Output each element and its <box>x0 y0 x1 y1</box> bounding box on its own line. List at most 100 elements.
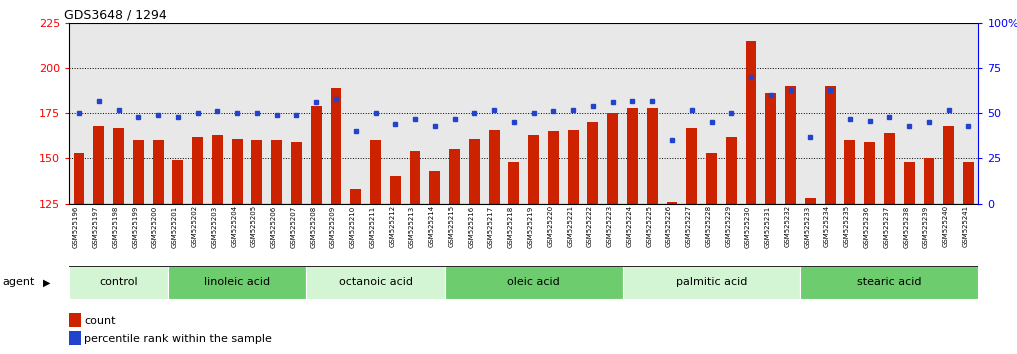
Text: GSM525222: GSM525222 <box>587 205 593 247</box>
Bar <box>133 140 143 204</box>
Text: GSM525198: GSM525198 <box>113 205 119 248</box>
Bar <box>804 198 816 204</box>
Bar <box>350 189 361 204</box>
Bar <box>647 108 658 204</box>
Text: GSM525224: GSM525224 <box>626 205 633 247</box>
Text: GSM525215: GSM525215 <box>448 205 455 247</box>
Text: GSM525213: GSM525213 <box>409 205 415 247</box>
Bar <box>825 86 836 204</box>
Bar <box>923 158 935 204</box>
Bar <box>73 153 84 204</box>
Text: GSM525226: GSM525226 <box>666 205 672 247</box>
Text: GSM525236: GSM525236 <box>863 205 870 247</box>
Bar <box>963 162 974 204</box>
Text: control: control <box>100 277 138 287</box>
Text: GSM525219: GSM525219 <box>528 205 534 247</box>
Text: percentile rank within the sample: percentile rank within the sample <box>84 334 273 344</box>
Text: octanoic acid: octanoic acid <box>339 277 413 287</box>
Bar <box>212 135 223 204</box>
Text: GSM525207: GSM525207 <box>291 205 297 247</box>
Bar <box>390 176 401 204</box>
Bar <box>450 149 460 204</box>
Text: GSM525199: GSM525199 <box>132 205 138 248</box>
Text: GSM525196: GSM525196 <box>73 205 79 248</box>
Bar <box>528 135 539 204</box>
Text: GSM525204: GSM525204 <box>231 205 237 247</box>
Bar <box>489 130 499 204</box>
Text: count: count <box>84 316 116 326</box>
Text: ▶: ▶ <box>43 277 50 287</box>
Text: GSM525234: GSM525234 <box>824 205 830 247</box>
Bar <box>706 153 717 204</box>
Text: GSM525210: GSM525210 <box>350 205 356 247</box>
Bar <box>622 266 800 299</box>
Bar <box>904 162 914 204</box>
Bar <box>272 140 282 204</box>
Text: GSM525223: GSM525223 <box>607 205 612 247</box>
Bar <box>168 266 306 299</box>
Bar <box>113 128 124 204</box>
Bar <box>864 142 875 204</box>
Bar <box>745 41 757 204</box>
Bar <box>944 126 954 204</box>
Bar <box>370 140 381 204</box>
Bar <box>785 86 796 204</box>
Bar <box>331 88 342 204</box>
Bar <box>192 137 203 204</box>
Bar <box>666 202 677 204</box>
Bar <box>153 140 164 204</box>
Text: GSM525200: GSM525200 <box>153 205 158 247</box>
Bar <box>844 140 855 204</box>
Text: GSM525231: GSM525231 <box>765 205 771 247</box>
Bar <box>291 142 302 204</box>
Bar <box>884 133 895 204</box>
Text: GSM525202: GSM525202 <box>191 205 197 247</box>
Text: GSM525206: GSM525206 <box>271 205 277 247</box>
Bar <box>444 266 622 299</box>
Text: GSM525205: GSM525205 <box>251 205 257 247</box>
Text: GSM525229: GSM525229 <box>725 205 731 247</box>
Text: GSM525225: GSM525225 <box>646 205 652 247</box>
Bar <box>469 138 480 204</box>
Text: GSM525216: GSM525216 <box>469 205 474 247</box>
Bar <box>232 138 243 204</box>
Text: GSM525214: GSM525214 <box>429 205 435 247</box>
Text: stearic acid: stearic acid <box>857 277 921 287</box>
Text: GSM525233: GSM525233 <box>804 205 811 247</box>
Text: GSM525218: GSM525218 <box>507 205 514 247</box>
Bar <box>800 266 978 299</box>
Text: GSM525232: GSM525232 <box>784 205 790 247</box>
Text: GSM525239: GSM525239 <box>923 205 929 247</box>
Text: oleic acid: oleic acid <box>507 277 560 287</box>
Text: GSM525228: GSM525228 <box>706 205 712 247</box>
Bar <box>627 108 638 204</box>
Text: GSM525238: GSM525238 <box>903 205 909 247</box>
Text: agent: agent <box>2 277 35 287</box>
Text: GSM525230: GSM525230 <box>745 205 751 247</box>
Text: palmitic acid: palmitic acid <box>676 277 747 287</box>
Text: GSM525220: GSM525220 <box>547 205 553 247</box>
Bar <box>548 131 558 204</box>
Text: GSM525241: GSM525241 <box>962 205 968 247</box>
Text: GSM525237: GSM525237 <box>884 205 890 247</box>
Text: GSM525217: GSM525217 <box>488 205 494 247</box>
Text: GSM525227: GSM525227 <box>685 205 692 247</box>
Bar <box>94 126 104 204</box>
Text: GSM525201: GSM525201 <box>172 205 178 247</box>
Bar <box>766 93 776 204</box>
Text: GSM525235: GSM525235 <box>844 205 850 247</box>
Bar <box>311 106 321 204</box>
Bar <box>567 130 579 204</box>
Bar <box>508 162 520 204</box>
Text: GSM525211: GSM525211 <box>369 205 375 247</box>
Bar <box>686 128 698 204</box>
Text: GSM525208: GSM525208 <box>310 205 316 247</box>
Text: GSM525221: GSM525221 <box>567 205 574 247</box>
Bar <box>726 137 736 204</box>
Bar <box>69 266 168 299</box>
Text: GSM525212: GSM525212 <box>390 205 396 247</box>
Bar <box>173 160 183 204</box>
Text: GDS3648 / 1294: GDS3648 / 1294 <box>64 9 167 22</box>
Text: GSM525209: GSM525209 <box>330 205 336 247</box>
Bar <box>306 266 444 299</box>
